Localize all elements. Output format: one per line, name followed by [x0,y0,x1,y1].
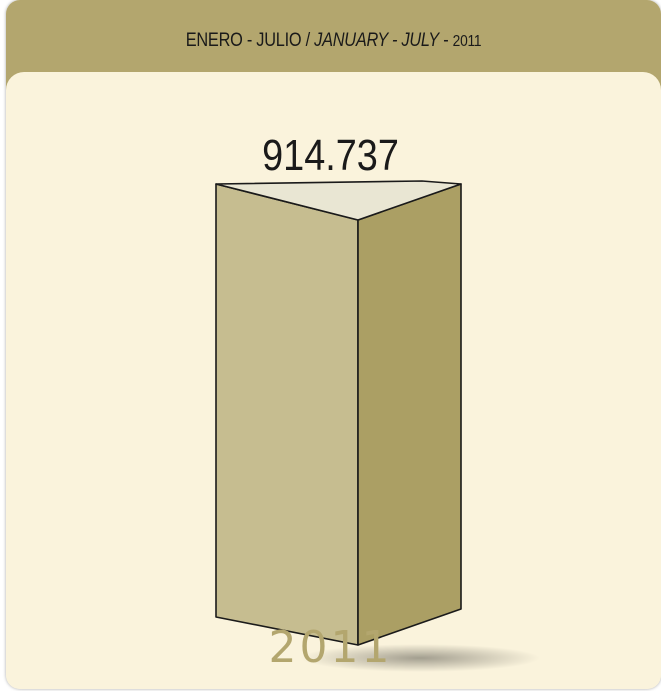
bar-category-label: 2011 [268,622,393,673]
bar-top-face [215,180,462,221]
period-title: ENERO - JULIO / JANUARY - JULY - 2011 [52,30,615,52]
period-title-es: ENERO - JULIO / [185,30,310,51]
bar-side-face [357,183,462,646]
bar-front-face [215,183,359,646]
bar-value-label: 914.737 [262,131,399,180]
bar-shadow [300,644,540,672]
period-title-en: JANUARY - JULY [314,30,439,51]
chart-card: ENERO - JULIO / JANUARY - JULY - 2011 [6,0,661,689]
period-title-sep: - [443,30,449,51]
period-title-year: 2011 [452,33,482,50]
